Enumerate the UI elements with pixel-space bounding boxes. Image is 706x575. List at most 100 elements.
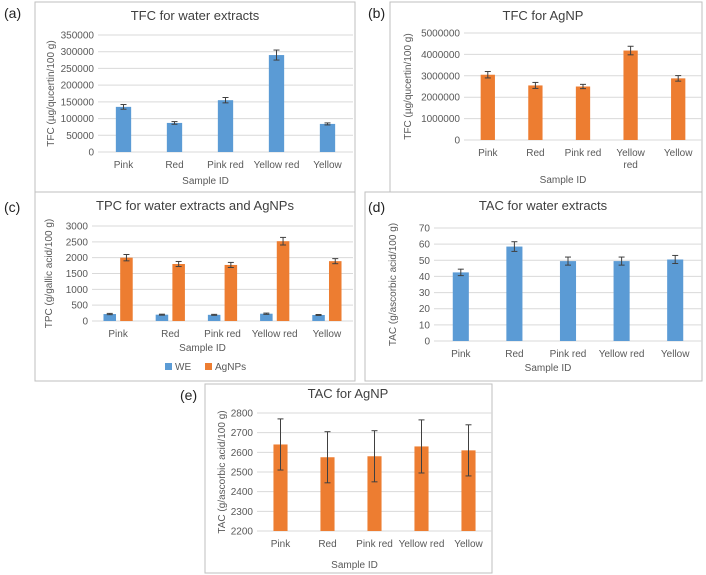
- x-tick-label: Yellow red: [252, 329, 298, 340]
- x-tick-label: Red: [161, 329, 179, 340]
- x-axis-title: Sample ID: [179, 343, 226, 354]
- bar: [207, 314, 221, 321]
- bar: [276, 241, 290, 321]
- bar: [260, 313, 273, 321]
- chart-panel-d: (d) TAC for water extracts 0 10 20 30 40 50 60 70…: [364, 191, 703, 382]
- x-axis-title: Sample ID: [331, 560, 378, 571]
- x-tick-label: Yellow red: [399, 539, 445, 550]
- y-axis-title: TFC (µg/qucertin/100 g): [403, 33, 414, 139]
- y-tick-label: 2000: [66, 253, 89, 264]
- x-tick-label: Red: [505, 349, 523, 360]
- chart-panel-c: (c) TPC for water extracts and AgNPs 0 500 1…: [4, 191, 356, 382]
- x-tick-label: Yellow: [616, 148, 645, 159]
- x-axis-title: Sample ID: [540, 175, 587, 186]
- y-tick-label: 50000: [66, 131, 94, 142]
- x-tick-label: Pink: [478, 148, 498, 159]
- bar: [103, 314, 117, 321]
- y-tick-label: 2000000: [421, 93, 460, 104]
- x-tick-label: Pink: [114, 160, 134, 171]
- y-tick-label: 100000: [61, 114, 95, 125]
- bar: [217, 100, 234, 152]
- bar: [623, 50, 638, 140]
- x-tick-label: Yellow: [313, 160, 342, 171]
- bar: [559, 261, 577, 341]
- bar: [115, 106, 132, 152]
- y-tick-label: 1000: [66, 285, 89, 296]
- bar: [155, 314, 169, 321]
- y-tick-label: 3000000: [421, 71, 460, 82]
- panel-label: (a): [4, 5, 21, 21]
- panel-border: [364, 191, 703, 382]
- y-tick-label: 2500: [231, 468, 254, 479]
- bar: [224, 264, 238, 321]
- x-tick-label: Yellow red: [599, 349, 645, 360]
- y-tick-label: 200000: [61, 81, 95, 92]
- x-tick-label: Pink red: [207, 160, 244, 171]
- bar: [414, 446, 429, 531]
- x-tick-label: Pink red: [204, 329, 241, 340]
- chart-title: TFC for water extracts: [131, 8, 260, 23]
- panel-label: (d): [368, 199, 385, 215]
- panel-label: (b): [368, 5, 385, 21]
- y-axis-title: TFC (µg/qucertin/100 g): [46, 40, 57, 146]
- x-tick-label: Red: [526, 148, 544, 159]
- y-tick-label: 2400: [231, 487, 254, 498]
- bar: [528, 85, 543, 140]
- panel-border: [34, 1, 356, 193]
- panel-border: [34, 191, 356, 382]
- y-tick-label: 10: [419, 320, 431, 331]
- y-tick-label: 1000000: [421, 114, 460, 125]
- chart-title: TAC for water extracts: [479, 198, 608, 213]
- chart-title: TAC for AgNP: [308, 386, 389, 401]
- y-tick-label: 3000: [66, 222, 89, 233]
- chart-title: TFC for AgNP: [503, 8, 584, 23]
- x-tick-label: Pink red: [356, 539, 393, 550]
- legend-swatch: [165, 363, 172, 370]
- x-tick-label: Pink: [451, 349, 471, 360]
- y-tick-label: 250000: [61, 64, 95, 75]
- bar: [452, 272, 469, 341]
- y-tick-label: 40: [419, 272, 431, 283]
- x-tick-label: Yellow: [661, 349, 690, 360]
- y-tick-label: 0: [424, 337, 430, 348]
- bar: [312, 314, 325, 321]
- bar: [367, 456, 382, 531]
- bar: [319, 123, 336, 152]
- chart-panel-e: (e) TAC for AgNP 2200 2300 2400 2500 2600 2700 2…: [180, 383, 493, 574]
- y-tick-label: 2500: [66, 237, 89, 248]
- x-tick-label: Red: [165, 160, 183, 171]
- x-tick-label: Pink: [108, 329, 128, 340]
- x-tick-label: Yellow: [454, 539, 483, 550]
- x-tick-label: Pink red: [550, 349, 587, 360]
- y-tick-label: 1500: [66, 269, 89, 280]
- bar: [575, 86, 591, 140]
- legend-label: WE: [175, 362, 191, 373]
- y-tick-label: 0: [82, 317, 88, 328]
- y-tick-label: 30: [419, 288, 431, 299]
- legend-swatch: [205, 363, 212, 370]
- x-tick-label: Yellow red: [254, 160, 300, 171]
- bar: [166, 122, 183, 152]
- panel-label: (e): [180, 387, 197, 403]
- x-tick-label: Yellow: [664, 148, 693, 159]
- y-tick-label: 50: [419, 256, 431, 267]
- y-tick-label: 2700: [231, 428, 254, 439]
- x-tick-label: Pink: [271, 539, 291, 550]
- y-tick-label: 2600: [231, 448, 254, 459]
- y-tick-label: 2800: [231, 409, 254, 420]
- x-axis-title: Sample ID: [182, 176, 229, 187]
- y-tick-label: 2200: [231, 527, 254, 538]
- x-axis-title: Sample ID: [525, 363, 572, 374]
- bar: [268, 55, 285, 152]
- bar: [613, 261, 630, 341]
- y-tick-label: 70: [419, 224, 431, 235]
- panel-label: (c): [4, 199, 20, 215]
- y-tick-label: 4000000: [421, 50, 460, 61]
- y-tick-label: 20: [419, 304, 431, 315]
- bar: [328, 261, 342, 321]
- bar: [480, 74, 495, 140]
- chart-title: TPC for water extracts and AgNPs: [96, 198, 294, 213]
- y-tick-label: 500: [71, 301, 88, 312]
- y-tick-label: 300000: [61, 47, 95, 58]
